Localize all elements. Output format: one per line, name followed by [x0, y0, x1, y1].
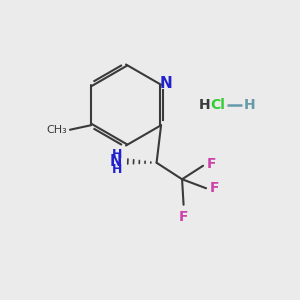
Text: N: N — [109, 154, 122, 169]
Text: H: H — [244, 98, 255, 112]
Text: CH₃: CH₃ — [47, 125, 68, 135]
Text: F: F — [179, 210, 188, 224]
Text: H: H — [112, 148, 122, 161]
Text: H: H — [112, 163, 122, 176]
Text: F: F — [207, 157, 216, 171]
Text: N: N — [160, 76, 173, 91]
Text: H: H — [199, 98, 210, 112]
Text: Cl: Cl — [210, 98, 225, 112]
Text: F: F — [210, 181, 219, 195]
